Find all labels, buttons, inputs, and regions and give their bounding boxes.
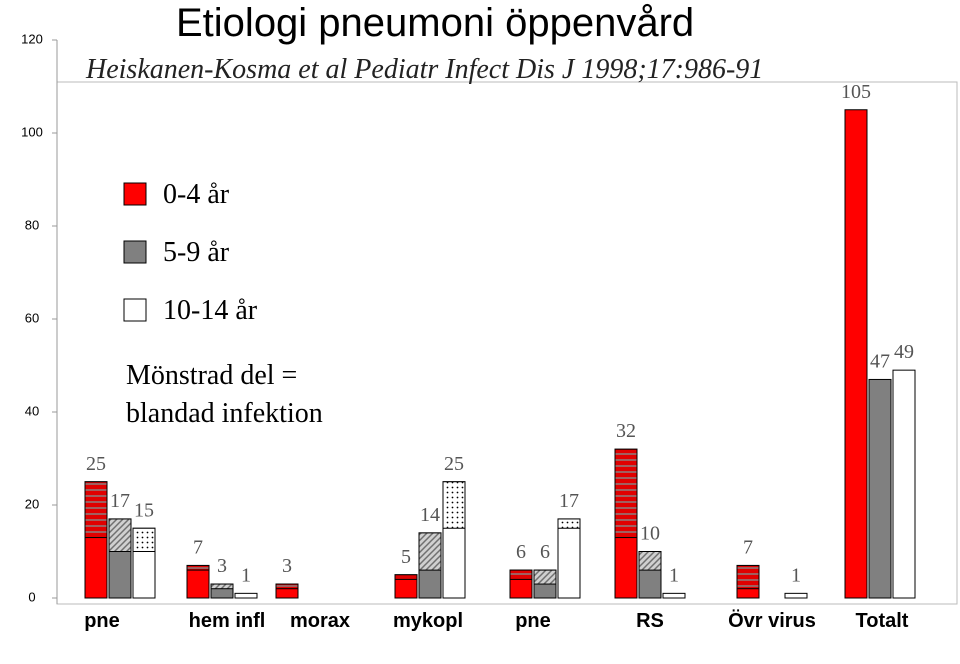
value-label: 15: [134, 499, 154, 521]
annotation: Mönstrad del =: [126, 360, 297, 391]
mixed-segment: [108, 518, 132, 553]
value-label: 32: [616, 420, 636, 442]
plot-frame: [56, 81, 958, 605]
bar: [557, 518, 581, 599]
legend-swatch: [123, 240, 147, 264]
mixed-segment: [275, 583, 299, 590]
mixed-segment: [210, 583, 234, 590]
value-label: 17: [110, 490, 130, 512]
value-label: 7: [743, 536, 753, 558]
annotation: blandad infektion: [126, 398, 323, 429]
mixed-segment: [84, 481, 108, 539]
y-tick-label: 80: [25, 217, 39, 232]
value-label: 25: [86, 453, 106, 475]
value-label: 1: [791, 564, 801, 586]
value-label: 5: [401, 546, 411, 568]
mixed-segment: [394, 574, 418, 580]
value-label: 3: [217, 555, 227, 577]
mixed-segment: [509, 569, 533, 580]
value-label: 17: [559, 490, 579, 512]
y-tick-label: 20: [25, 496, 39, 511]
value-label: 49: [894, 341, 914, 363]
bar: [234, 592, 258, 599]
legend-label: 0-4 år: [163, 179, 230, 210]
mixed-segment: [638, 551, 662, 571]
value-label: 14: [420, 504, 440, 526]
value-label: 1: [241, 564, 251, 586]
value-label: 10: [640, 523, 660, 545]
mixed-segment: [132, 527, 156, 552]
bar: [868, 378, 892, 599]
legend-swatch: [123, 298, 147, 322]
y-tick-label: 60: [25, 310, 39, 325]
bar: [892, 369, 916, 599]
mixed-segment: [418, 532, 442, 571]
value-label: 3: [282, 555, 292, 577]
x-tick-label: hem infl: [189, 610, 266, 632]
legend-swatch: [123, 182, 147, 206]
mixed-segment: [186, 564, 210, 571]
value-label: 47: [870, 350, 890, 372]
x-tick-label: pne: [84, 610, 120, 632]
value-label: 25: [444, 453, 464, 475]
value-label: 1: [669, 564, 679, 586]
chart-subtitle: Heiskanen-Kosma et al Pediatr Infect Dis…: [85, 54, 763, 85]
x-tick-label: morax: [290, 610, 350, 632]
bar: [844, 109, 868, 599]
y-tick-label: 100: [21, 124, 43, 139]
value-label: 6: [516, 541, 526, 563]
mixed-segment: [557, 518, 581, 529]
value-label: 105: [841, 81, 871, 103]
x-tick-label: Totalt: [856, 610, 909, 632]
bar: [784, 592, 808, 599]
y-tick-label: 120: [21, 31, 43, 46]
y-tick-label: 0: [28, 589, 35, 604]
mixed-segment: [614, 448, 638, 539]
x-tick-label: mykopl: [393, 610, 463, 632]
y-tick-label: 40: [25, 403, 39, 418]
x-tick-label: RS: [636, 610, 664, 632]
legend-label: 10-14 år: [163, 295, 258, 326]
bar: [662, 592, 686, 599]
mixed-segment: [533, 569, 557, 585]
legend-label: 5-9 år: [163, 237, 230, 268]
value-label: 7: [193, 536, 203, 558]
x-tick-label: pne: [515, 610, 551, 632]
chart-title: Etiologi pneumoni öppenvård: [176, 1, 694, 45]
x-tick-label: Övr virus: [728, 609, 816, 632]
value-label: 6: [540, 541, 550, 563]
mixed-segment: [736, 564, 760, 590]
mixed-segment: [442, 481, 466, 529]
